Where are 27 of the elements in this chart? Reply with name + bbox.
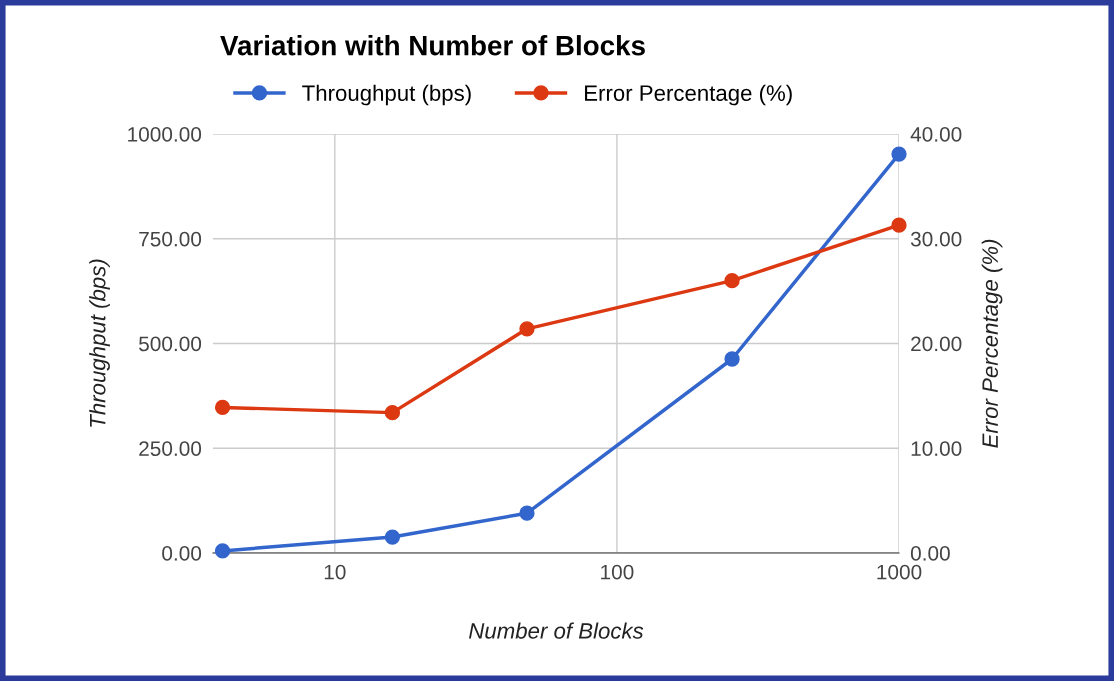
x-tick-label: 100 [601,564,634,580]
point [891,217,907,233]
y-axis-title: Throughput (bps) [89,259,110,427]
y2-tick-label: 20.00 [911,336,962,352]
point [891,146,907,162]
x-tick-label: 10 [324,564,346,580]
legend-label: Error Percentage (%) [585,84,792,106]
legend-label: Throughput (bps) [302,84,471,106]
y2-axis-title: Error Percentage (%) [981,239,1003,448]
point [384,404,401,421]
y-tick-label: 0.00 [162,546,202,561]
y-tick-label: 1000.00 [128,127,202,142]
point [724,273,740,289]
y2-tick-label: 40.00 [910,127,962,142]
point [384,529,401,545]
y2-tick-label: 10.00 [911,441,962,456]
x-axis-title: Number of Blocks [469,622,644,639]
y-tick-label: 250.00 [139,441,202,456]
point [214,543,231,559]
y-tick-label: 750.00 [139,231,202,247]
point [724,351,740,367]
chart-title: Variation with Number of Blocks [220,35,645,56]
x-tick-label: 1000 [877,564,922,580]
y2-tick-label: 30.00 [910,231,962,247]
point [214,399,231,416]
y2-tick-label: 0.00 [910,546,950,561]
y-tick-label: 500.00 [139,336,202,352]
